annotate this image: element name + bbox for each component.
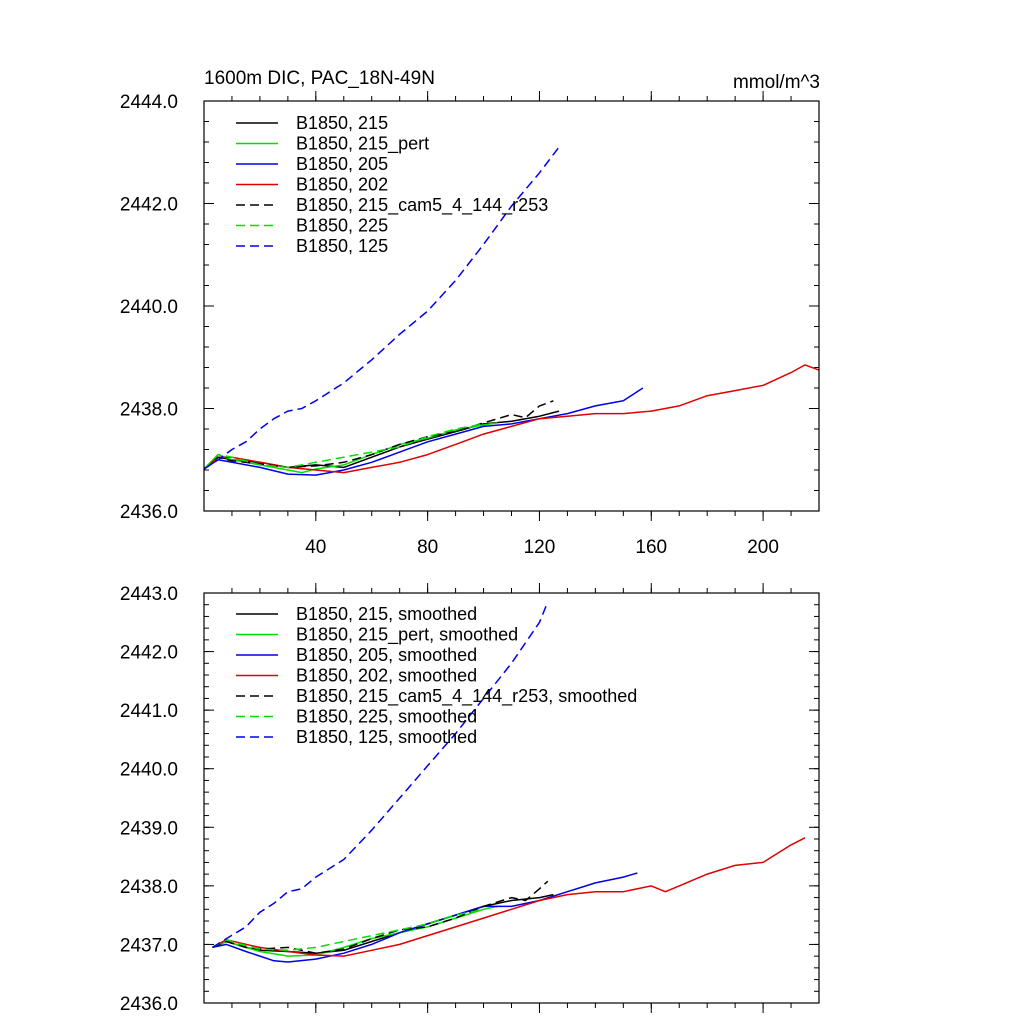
y-tick-label: 2436.0 xyxy=(120,994,178,1015)
bottom-series-lines xyxy=(212,601,806,963)
y-tick-label: 2444.0 xyxy=(120,92,178,113)
y-tick-label: 2442.0 xyxy=(120,643,178,664)
series-line xyxy=(212,601,549,949)
y-tick-label: 2439.0 xyxy=(120,818,178,839)
y-tick-label: 2436.0 xyxy=(120,502,178,523)
series-line xyxy=(212,837,806,957)
y-tick-label: 2437.0 xyxy=(120,935,178,956)
legend-label: B1850, 215_pert, smoothed xyxy=(296,625,518,646)
top-plot-frame xyxy=(203,100,820,512)
bottom-y-tick-labels: 2436.0 2437.0 2438.0 2439.0 2440.0 2441.0 2442… xyxy=(120,584,178,1015)
bottom-panel: 2436.0 2437.0 2438.0 2439.0 2440.0 2441.0 2442… xyxy=(120,583,820,1015)
legend-label: B1850, 215_cam5_4_144_r253 xyxy=(296,195,548,216)
x-tick-label: 40 xyxy=(305,537,326,558)
legend-label: B1850, 225, smoothed xyxy=(296,707,477,727)
series-line xyxy=(203,423,484,470)
top-series-lines xyxy=(203,146,820,476)
y-tick-label: 2438.0 xyxy=(120,877,178,898)
y-tick-label: 2442.0 xyxy=(120,195,178,216)
series-line xyxy=(212,908,484,952)
top-panel-units: mmol/m^3 xyxy=(733,72,820,93)
y-tick-label: 2443.0 xyxy=(120,584,178,605)
series-line xyxy=(203,410,560,470)
legend-label: B1850, 215 xyxy=(296,113,388,133)
y-tick-label: 2438.0 xyxy=(120,400,178,421)
series-line xyxy=(212,893,554,954)
y-tick-label: 2441.0 xyxy=(120,701,178,722)
legend-label: B1850, 215, smoothed xyxy=(296,604,477,624)
top-panel-title: 1600m DIC, PAC_18N-49N xyxy=(204,68,435,89)
top-y-tick-labels: 2436.0 2438.0 2440.0 2442.0 2444.0 xyxy=(120,92,178,523)
y-tick-label: 2440.0 xyxy=(120,760,178,781)
series-line xyxy=(212,880,549,954)
legend-label: B1850, 125, smoothed xyxy=(296,727,477,747)
x-tick-label: 80 xyxy=(417,537,438,558)
series-line xyxy=(203,400,554,470)
x-tick-label: 200 xyxy=(747,537,779,558)
top-x-tick-labels: 40 80 120 160 200 xyxy=(305,537,779,558)
legend-label: B1850, 225 xyxy=(296,216,388,236)
legend-label: B1850, 205, smoothed xyxy=(296,645,477,665)
series-line xyxy=(212,872,638,963)
x-tick-label: 120 xyxy=(524,537,556,558)
legend-label: B1850, 202 xyxy=(296,175,388,195)
y-tick-label: 2440.0 xyxy=(120,297,178,318)
legend-label: B1850, 205 xyxy=(296,154,388,174)
series-line xyxy=(203,387,644,476)
series-line xyxy=(203,364,820,474)
bottom-plot-frame xyxy=(203,592,820,1004)
legend-label: B1850, 125 xyxy=(296,236,388,256)
series-line xyxy=(203,146,560,470)
legend-label: B1850, 215_pert xyxy=(296,134,429,155)
legend-label: B1850, 202, smoothed xyxy=(296,666,477,686)
legend-label: B1850, 215_cam5_4_144_r253, smoothed xyxy=(296,686,637,707)
x-tick-label: 160 xyxy=(635,537,667,558)
top-panel: 1600m DIC, PAC_18N-49N mmol/m^3 2436.024… xyxy=(120,68,820,558)
series-line xyxy=(203,422,498,474)
